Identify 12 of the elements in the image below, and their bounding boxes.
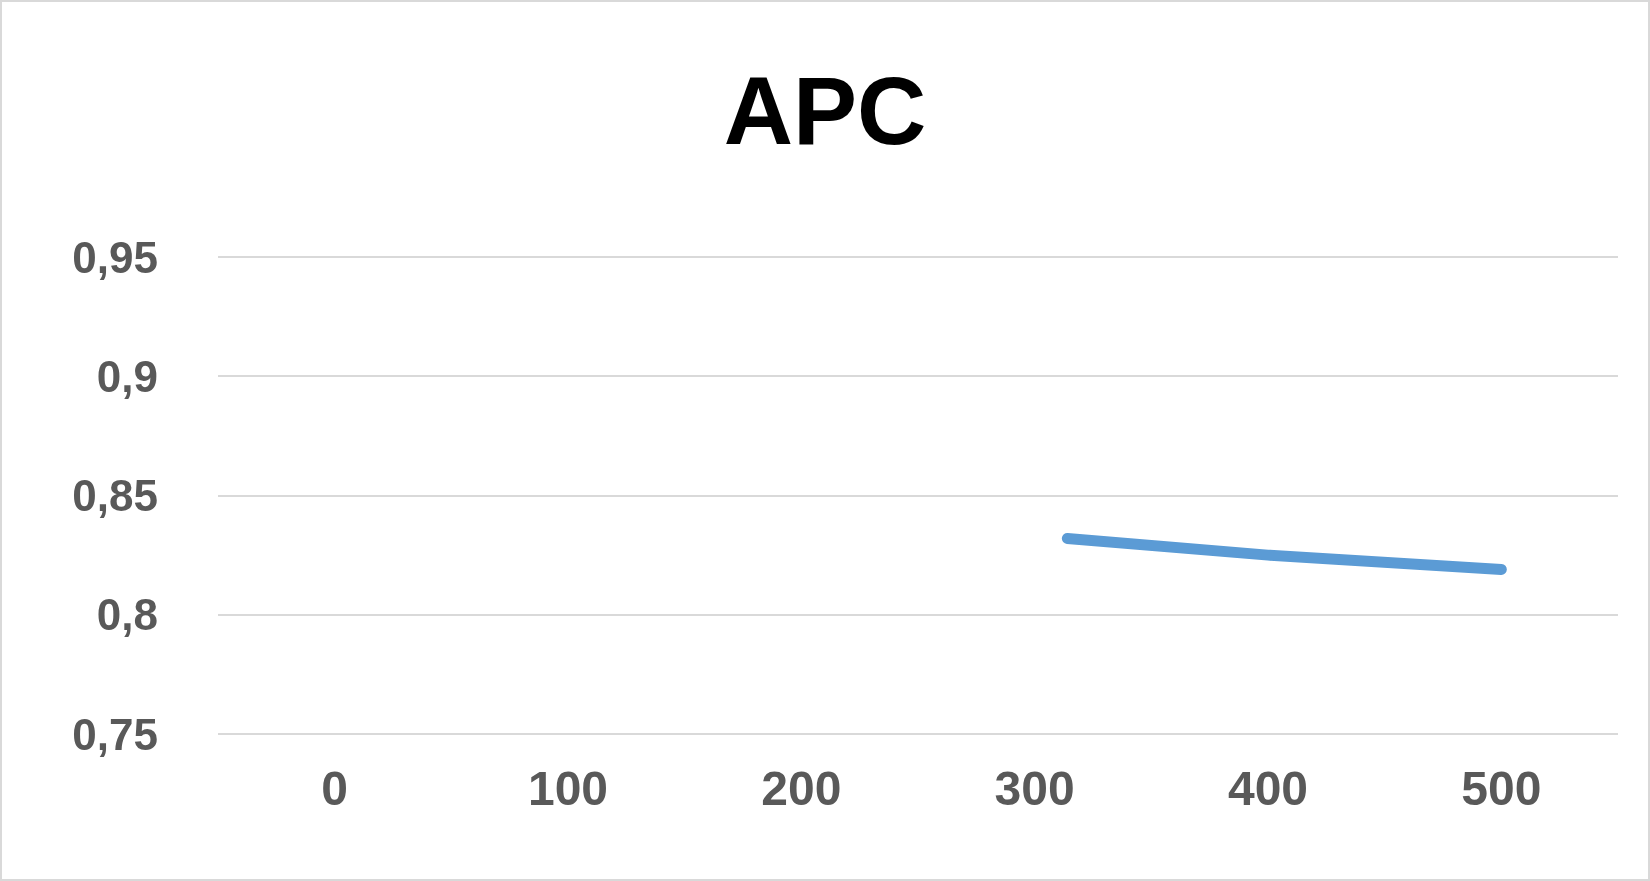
x-tick-label: 500 — [1461, 761, 1542, 815]
chart-title: APC — [723, 56, 927, 164]
x-tick-label: 0 — [321, 761, 349, 815]
x-tick-label: 400 — [1227, 761, 1309, 815]
x-tick-label: 100 — [527, 761, 609, 815]
y-tick-label: 0,85 — [72, 471, 158, 520]
x-tick-label: 200 — [761, 761, 842, 815]
y-tick-label: 0,9 — [96, 351, 158, 401]
x-tick-label: 300 — [994, 761, 1075, 815]
y-tick-label: 0,75 — [72, 709, 158, 759]
y-tick-label: 0,8 — [96, 590, 158, 640]
y-tick-label: 0,95 — [72, 232, 158, 282]
